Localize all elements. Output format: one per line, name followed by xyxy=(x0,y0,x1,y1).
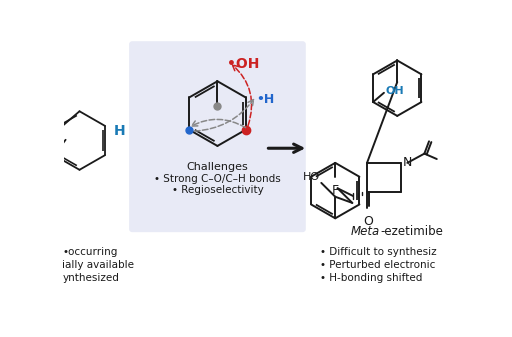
Text: • Strong C–O/C–H bonds: • Strong C–O/C–H bonds xyxy=(154,174,281,184)
Text: ynthesized: ynthesized xyxy=(62,273,119,283)
Text: OH: OH xyxy=(386,86,404,96)
Text: Meta: Meta xyxy=(351,225,380,238)
FancyBboxPatch shape xyxy=(129,41,306,232)
Text: ially available: ially available xyxy=(62,260,135,270)
Text: • Perturbed electronic: • Perturbed electronic xyxy=(320,260,435,270)
Text: Challenges: Challenges xyxy=(186,162,248,172)
Text: HO: HO xyxy=(303,172,320,182)
Text: •H: •H xyxy=(256,93,274,106)
Text: H: H xyxy=(114,124,125,138)
Text: • Difficult to synthesiz: • Difficult to synthesiz xyxy=(320,247,436,257)
Text: •occurring: •occurring xyxy=(62,247,118,257)
Text: • H-bonding shifted: • H-bonding shifted xyxy=(320,273,422,283)
Text: • Regioselectivity: • Regioselectivity xyxy=(172,185,263,195)
Text: F: F xyxy=(332,184,339,197)
Text: O: O xyxy=(363,215,373,228)
Text: N: N xyxy=(402,156,412,170)
Text: •OH: •OH xyxy=(227,57,259,71)
Text: -ezetimibe: -ezetimibe xyxy=(380,225,443,238)
